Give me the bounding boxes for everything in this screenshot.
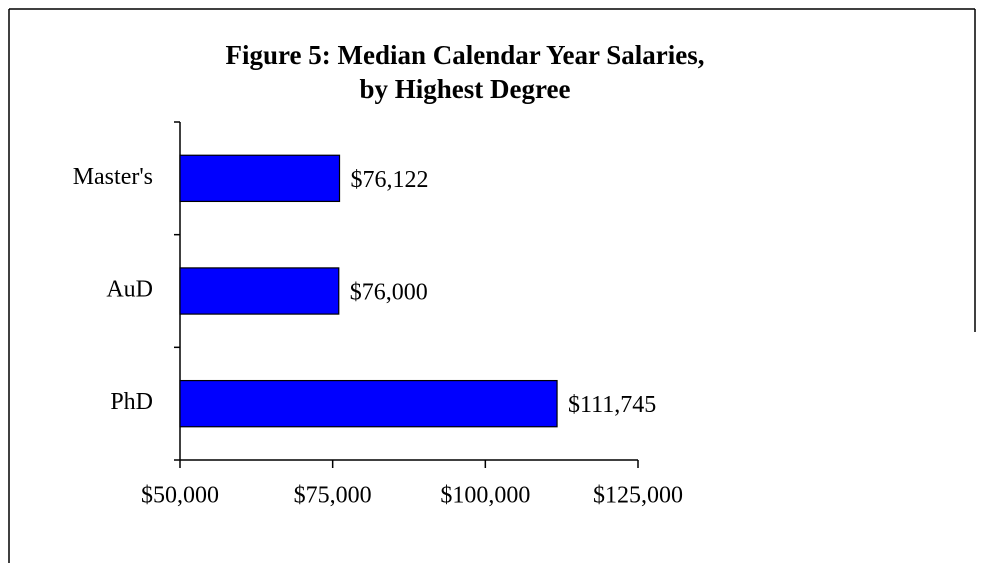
value-label: $111,745 (568, 392, 656, 418)
x-tick-label: $125,000 (593, 483, 683, 509)
x-tick-label: $75,000 (294, 483, 372, 509)
y-tick-label: Master's (73, 164, 153, 190)
bar (179, 154, 341, 203)
x-tick-label: $50,000 (141, 483, 219, 509)
bar (179, 379, 558, 428)
y-tick-label: AuD (106, 277, 153, 303)
value-label: $76,122 (351, 167, 429, 193)
value-label: $76,000 (350, 280, 428, 306)
chart-title: Figure 5: Median Calendar Year Salaries, (226, 40, 705, 70)
y-tick-label: PhD (110, 389, 153, 415)
chart-title: by Highest Degree (360, 74, 571, 104)
bar (179, 267, 340, 315)
x-tick-label: $100,000 (440, 483, 530, 509)
